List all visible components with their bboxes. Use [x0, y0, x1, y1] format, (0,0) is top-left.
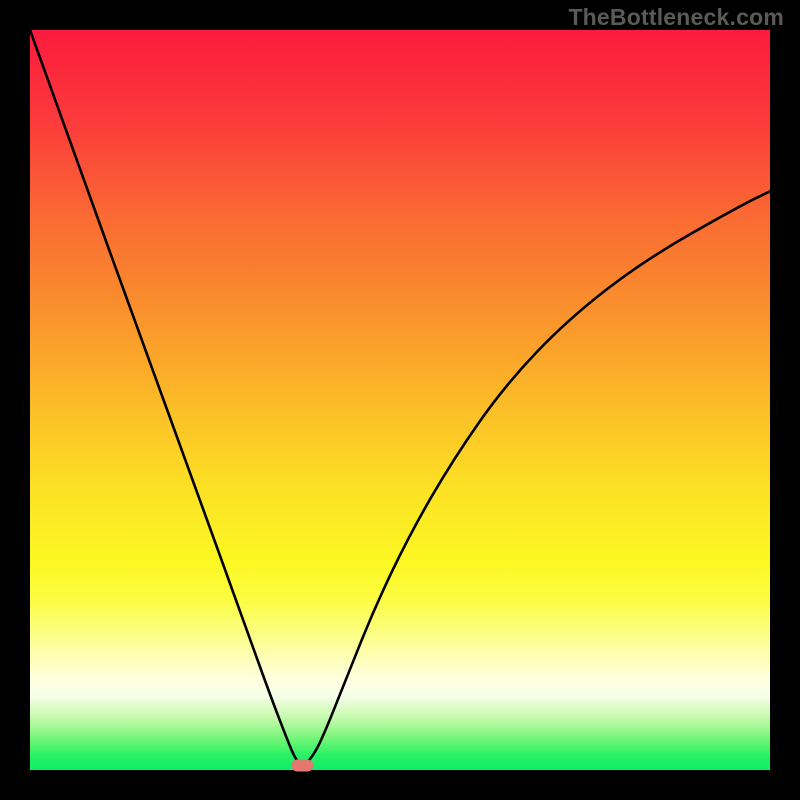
plot-background: [30, 30, 770, 770]
bottleneck-chart: [0, 0, 800, 800]
chart-container: TheBottleneck.com: [0, 0, 800, 800]
optimal-point-marker: [291, 760, 313, 772]
